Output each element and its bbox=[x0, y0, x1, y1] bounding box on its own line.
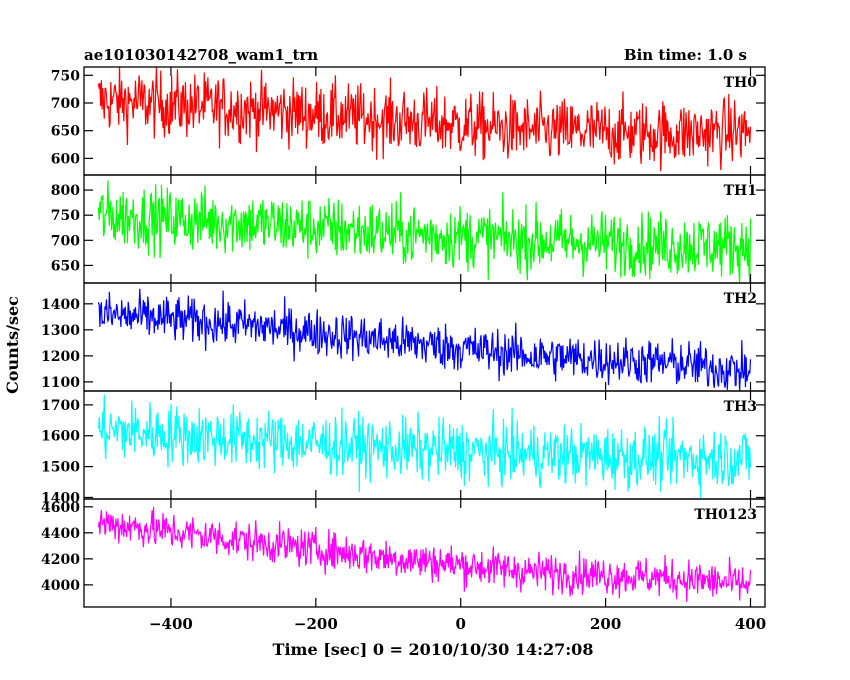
y-tick-label: 1600 bbox=[41, 429, 80, 445]
x-tick-label: 0 bbox=[456, 615, 466, 633]
y-tick-label: 700 bbox=[51, 96, 80, 112]
y-tick-label: 800 bbox=[51, 183, 80, 199]
series-th1 bbox=[97, 180, 752, 283]
series-th3 bbox=[97, 394, 752, 498]
series-th0 bbox=[97, 67, 752, 172]
panel-label: TH1 bbox=[724, 183, 757, 199]
panel-th2: 1100 1200 1300 1400 TH2 bbox=[41, 282, 766, 392]
x-axis-label: Time [sec] 0 = 2010/10/30 14:27:08 bbox=[273, 640, 594, 659]
chart-title-left: ae101030142708_wam1_trn bbox=[84, 46, 318, 64]
chart-title-right: Bin time: 1.0 s bbox=[624, 46, 747, 64]
panel-label: TH2 bbox=[724, 291, 757, 307]
panel-label: TH0 bbox=[724, 75, 758, 91]
y-axis-label: Counts/sec bbox=[3, 296, 22, 394]
x-tick-label: −400 bbox=[149, 615, 193, 633]
y-tick-label: 650 bbox=[51, 124, 80, 140]
y-tick-label: 600 bbox=[51, 151, 80, 167]
y-tick-label: 1400 bbox=[41, 490, 80, 506]
panel-label: TH3 bbox=[724, 399, 757, 415]
panel-frame bbox=[83, 498, 766, 608]
x-tick-label: 400 bbox=[735, 615, 766, 633]
x-tick-label: 200 bbox=[590, 615, 621, 633]
y-tick-label: 1100 bbox=[41, 375, 80, 391]
panel-label: TH0123 bbox=[694, 507, 757, 523]
y-tick-label: 1500 bbox=[41, 460, 80, 476]
panels-group: 600 650 700 750 TH0 650 700 750 800 TH1 1100 1200 13… bbox=[41, 66, 766, 633]
y-tick-label: 650 bbox=[51, 258, 80, 274]
y-tick-label: 4600 bbox=[41, 500, 80, 516]
y-tick-label: 1300 bbox=[41, 323, 80, 339]
y-tick-label: 750 bbox=[51, 68, 80, 84]
panel-th0: 600 650 700 750 TH0 bbox=[51, 66, 766, 176]
y-tick-label: 1400 bbox=[41, 297, 80, 313]
panel-th0123: 4000 4200 4400 4600 TH0123 bbox=[41, 498, 766, 608]
panel-th3: 1400 1500 1600 1700 TH3 bbox=[41, 390, 766, 506]
y-tick-label: 1700 bbox=[41, 398, 80, 414]
panel-frame bbox=[83, 282, 766, 392]
y-tick-label: 4200 bbox=[41, 552, 80, 568]
x-tick-label: −200 bbox=[294, 615, 338, 633]
y-tick-label: 1200 bbox=[41, 349, 80, 365]
panel-th1: 650 700 750 800 TH1 bbox=[51, 174, 766, 284]
y-tick-label: 4000 bbox=[41, 578, 80, 594]
y-tick-label: 750 bbox=[51, 208, 80, 224]
y-tick-label: 4400 bbox=[41, 526, 80, 542]
series-th2 bbox=[97, 288, 752, 391]
y-tick-label: 700 bbox=[51, 233, 80, 249]
series-th0123 bbox=[97, 506, 752, 602]
